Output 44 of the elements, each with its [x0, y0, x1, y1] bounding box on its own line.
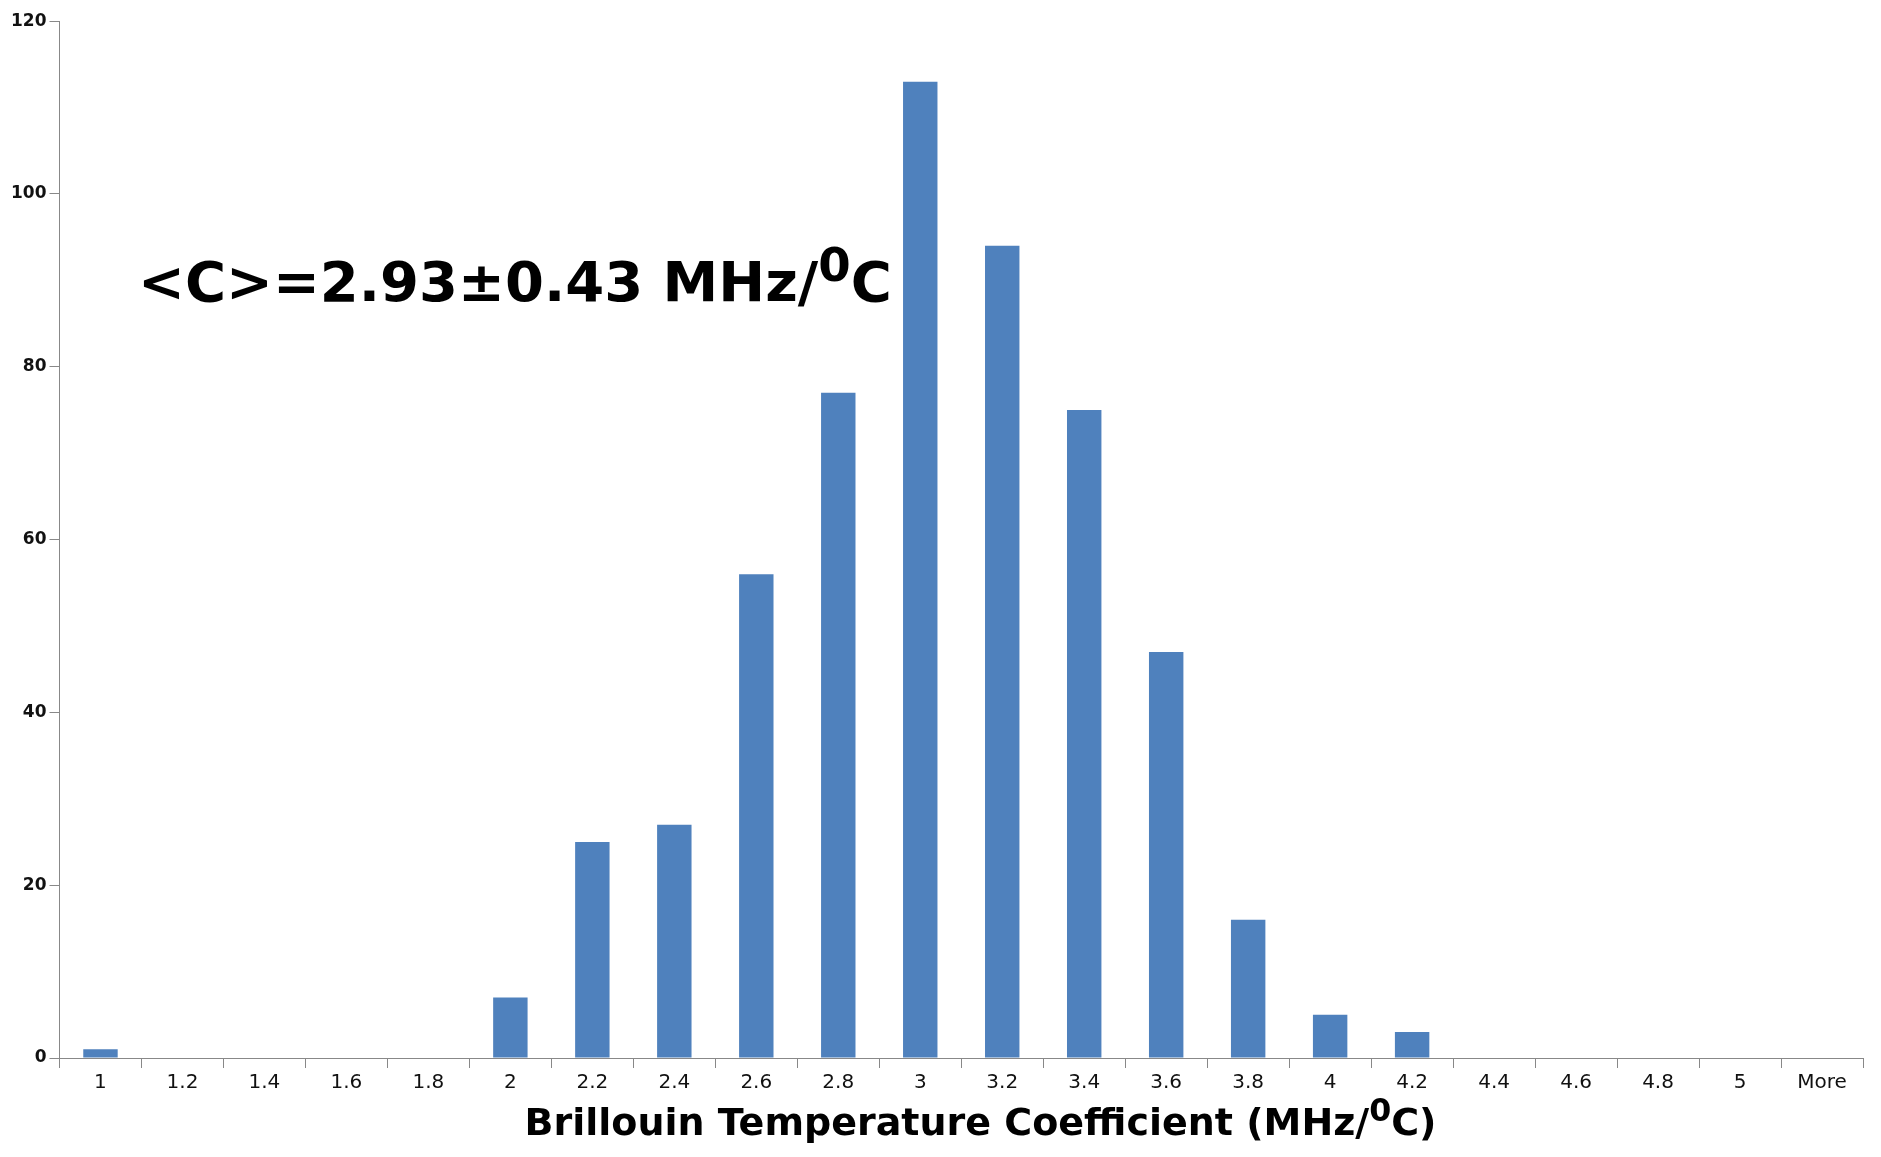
x-tick-label: 1.2	[166, 1069, 199, 1094]
x-tick-label: 3.2	[986, 1069, 1019, 1094]
x-tick-label: 4.2	[1396, 1069, 1429, 1094]
x-axis-title: Brillouin Temperature Coefficient (MHz/$^{0}$C)	[523, 1092, 1438, 1144]
y-tick-label: 0	[34, 1046, 47, 1067]
x-tick-label: More	[1797, 1069, 1847, 1094]
x-tick-label: 5	[1733, 1069, 1747, 1094]
x-tick-label: 4.6	[1560, 1069, 1592, 1094]
bar	[1148, 651, 1184, 1058]
y-tick-label: 120	[10, 9, 47, 30]
x-tick-label: 4.8	[1642, 1069, 1674, 1094]
y-tick-label: 40	[22, 700, 47, 721]
x-tick-label: 1.4	[248, 1069, 281, 1094]
x-tick-label: 4.4	[1478, 1069, 1511, 1094]
x-tick-label: 2.8	[822, 1069, 855, 1094]
y-tick-label: 80	[22, 355, 47, 376]
bar	[1312, 1014, 1348, 1058]
x-tick-label: 3.8	[1232, 1069, 1265, 1094]
x-tick-label: 4	[1323, 1069, 1337, 1094]
x-tick-label: 2	[504, 1069, 517, 1094]
x-tick-label: 3	[913, 1069, 927, 1094]
y-tick-label: 20	[22, 873, 47, 894]
bar	[739, 574, 774, 1058]
x-tick-label: 3.6	[1150, 1069, 1183, 1094]
bar	[903, 81, 938, 1058]
x-tick-label: 2.4	[658, 1069, 691, 1094]
bar	[1394, 1032, 1430, 1058]
y-tick-label: 100	[10, 182, 47, 203]
x-tick-label: 1.6	[330, 1069, 363, 1094]
bar	[657, 824, 692, 1058]
x-tick-label: 3.4	[1068, 1069, 1101, 1094]
x-tick-label: 2.2	[576, 1069, 609, 1094]
bar	[821, 392, 856, 1058]
bar	[1066, 410, 1102, 1058]
bar	[575, 842, 610, 1058]
annotation: <C>=2.93±0.43 MHz/$^{0}$C	[138, 238, 892, 314]
bar	[985, 245, 1020, 1058]
bar	[1230, 919, 1266, 1058]
x-tick-label: 1	[94, 1069, 107, 1094]
bar	[493, 997, 528, 1058]
x-tick-label: 2.6	[740, 1069, 773, 1094]
x-tick-label: 1.8	[412, 1069, 445, 1094]
bar	[83, 1049, 118, 1058]
y-tick-label: 60	[22, 528, 47, 549]
